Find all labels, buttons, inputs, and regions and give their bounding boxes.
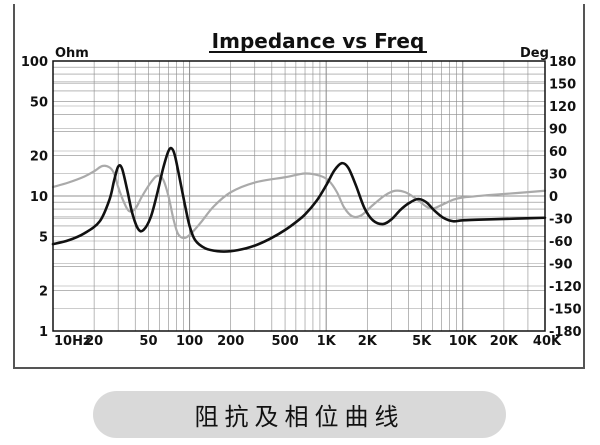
chart-frame: Impedance vs Freq Ohm Deg 10Hz 20 50 100 200… xyxy=(13,4,585,369)
y-left-tick-label: 2 xyxy=(39,284,48,299)
x-tick-label: 100 xyxy=(176,334,203,349)
x-tick-label: 10Hz xyxy=(54,334,91,349)
series-layer xyxy=(51,146,547,253)
grid-lines xyxy=(53,60,545,332)
y-right-tick-label: -150 xyxy=(549,303,582,318)
y-right-tick-label: -180 xyxy=(549,325,582,340)
x-tick-label: 5K xyxy=(412,334,432,349)
x-tick-label: 40K xyxy=(533,334,562,349)
y-right-tick-label: 120 xyxy=(549,100,576,115)
x-tick-label: 200 xyxy=(217,334,244,349)
x-tick-label: 2K xyxy=(358,334,378,349)
right-axis-unit-label: Deg xyxy=(520,46,549,61)
caption-pill: 阻抗及相位曲线 xyxy=(93,391,506,438)
y-right-tick-label: -60 xyxy=(549,235,573,250)
y-right-tick-label: 150 xyxy=(549,78,576,93)
caption-text: 阻抗及相位曲线 xyxy=(194,403,405,431)
x-tick-label: 500 xyxy=(271,334,298,349)
phase-curve xyxy=(51,164,547,240)
y-left-tick-label: 1 xyxy=(39,325,48,340)
y-right-tick-label: 180 xyxy=(549,55,576,70)
x-tick-label: 20K xyxy=(490,334,519,349)
plot-border xyxy=(52,60,546,332)
y-left-tick-label: 10 xyxy=(30,190,48,205)
y-left-tick-label: 50 xyxy=(30,96,48,111)
y-right-tick-label: -90 xyxy=(549,258,573,273)
x-tick-label: 50 xyxy=(139,334,157,349)
y-right-tick-label: 0 xyxy=(549,190,558,205)
x-tick-label: 20 xyxy=(85,334,103,349)
x-tick-label: 1K xyxy=(317,334,337,349)
impedance-curve xyxy=(51,146,547,253)
y-right-tick-label: -120 xyxy=(549,280,582,295)
y-left-tick-label: 100 xyxy=(21,55,48,70)
y-right-tick-label: 60 xyxy=(549,145,567,160)
chart-title: Impedance vs Freq xyxy=(212,29,425,53)
x-tick-label: 10K xyxy=(449,334,478,349)
y-right-tick-label: -30 xyxy=(549,213,573,228)
y-left-tick-label: 5 xyxy=(39,231,48,246)
y-left-tick-label: 20 xyxy=(30,149,48,164)
y-right-tick-label: 30 xyxy=(549,168,567,183)
left-axis-unit-label: Ohm xyxy=(55,46,89,61)
y-right-tick-label: 90 xyxy=(549,123,567,138)
